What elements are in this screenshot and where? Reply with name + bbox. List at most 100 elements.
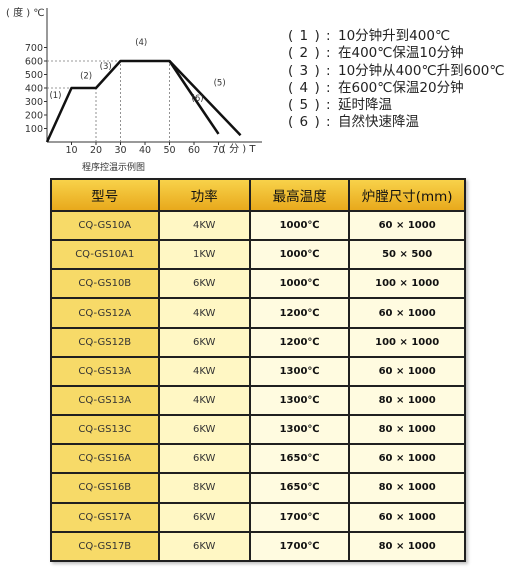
y-tick-label: 300: [25, 97, 43, 108]
cell-model: CQ-GS10A1: [52, 241, 158, 269]
cell-power: 4KW: [159, 357, 249, 385]
table-row: CQ-GS10B 6KW 1000℃ 100 × 1000: [52, 270, 464, 298]
table-row: CQ-GS17A 6KW 1700℃ 60 × 1000: [52, 503, 464, 531]
legend-item: ( 2 ) : 在400℃保温10分钟: [288, 45, 505, 62]
x-tick-label: 10: [65, 145, 77, 156]
header-max-temp: 最高温度: [250, 180, 349, 210]
cell-chamber-size: 60 × 1000: [350, 212, 464, 240]
chart-ticks: 10 20 30 40 50 60 70 100 200 300 400 500 600 700: [25, 43, 225, 156]
legend-item: ( 3 ) : 10分钟从400℃升到600℃: [288, 63, 505, 80]
table-row: CQ-GS10A 4KW 1000℃ 60 × 1000: [52, 212, 464, 240]
cell-max-temp: 1650℃: [250, 474, 349, 502]
cell-model: CQ-GS17B: [52, 532, 158, 560]
cell-power: 6KW: [159, 328, 249, 356]
point-label: (2): [80, 72, 92, 82]
cell-model: CQ-GS13A: [52, 357, 158, 385]
cell-chamber-size: 80 × 1000: [350, 532, 464, 560]
y-tick-label: 700: [25, 43, 43, 54]
cell-power: 6KW: [159, 416, 249, 444]
legend-item-text: 自然快速降温: [338, 114, 419, 131]
cell-chamber-size: 60 × 1000: [350, 299, 464, 327]
legend-item-number: ( 5 ) :: [288, 97, 332, 114]
x-tick-label: 50: [163, 145, 175, 156]
x-tick-label: 60: [188, 145, 200, 156]
x-tick-label: 20: [90, 145, 102, 156]
cell-power: 4KW: [159, 212, 249, 240]
cell-power: 4KW: [159, 386, 249, 415]
cell-max-temp: 1700℃: [250, 532, 349, 560]
x-axis-unit-label: ( 分 ) T: [222, 143, 256, 155]
chart-guide-lines: [47, 60, 170, 142]
table-row: CQ-GS13A 4KW 1300℃ 80 × 1000: [52, 386, 464, 415]
cell-power: 1KW: [159, 241, 249, 269]
table-row: CQ-GS13C 6KW 1300℃ 80 × 1000: [52, 416, 464, 444]
cell-model: CQ-GS16A: [52, 445, 158, 473]
table-row: CQ-GS16B 8KW 1650℃ 80 × 1000: [52, 474, 464, 502]
legend-item-number: ( 3 ) :: [288, 62, 332, 79]
cell-power: 6KW: [159, 532, 249, 560]
x-tick-label: 30: [114, 145, 126, 156]
cell-model: CQ-GS10A: [52, 212, 158, 240]
cell-model: CQ-GS10B: [52, 270, 158, 298]
program-legend: ( 1 ) :10分钟升到400℃( 2 ) : 在400℃保温10分钟( 3 )…: [288, 28, 505, 132]
cell-max-temp: 1000℃: [250, 270, 349, 298]
legend-item: ( 1 ) : 10分钟升到400℃: [288, 28, 505, 45]
legend-item-text: 10分钟升到400℃: [338, 28, 451, 44]
point-label: (6): [192, 94, 204, 104]
cell-power: 6KW: [159, 270, 249, 298]
cell-max-temp: 1200℃: [250, 328, 349, 356]
legend-item: ( 6 ) : 自然快速降温: [288, 114, 505, 131]
cell-max-temp: 1700℃: [250, 503, 349, 531]
point-label: (4): [135, 38, 147, 48]
legend-item-text: 在400℃保温10分钟: [338, 45, 464, 62]
cell-model: CQ-GS13A: [52, 386, 158, 415]
cell-max-temp: 1300℃: [250, 386, 349, 415]
y-tick-label: 400: [25, 84, 43, 95]
cell-power: 6KW: [159, 503, 249, 531]
table-row: CQ-GS16A 6KW 1650℃ 60 × 1000: [52, 445, 464, 473]
cell-max-temp: 1300℃: [250, 357, 349, 385]
legend-item: ( 5 ) : 延时降温: [288, 97, 505, 114]
cell-model: CQ-GS16B: [52, 474, 158, 502]
point-label: (5): [214, 78, 226, 88]
legend-item-text: 10分钟从400℃升到600℃: [338, 62, 505, 79]
legend-item-text: 延时降温: [338, 97, 392, 114]
cell-max-temp: 1650℃: [250, 445, 349, 473]
cell-chamber-size: 60 × 1000: [350, 357, 464, 385]
cell-chamber-size: 100 × 1000: [350, 270, 464, 298]
spec-table-wrapper: 型号 功率 最高温度 炉膛尺寸(mm) CQ-GS10A 4KW 1000℃ 60 × 10…: [50, 178, 466, 562]
cell-max-temp: 1200℃: [250, 299, 349, 327]
point-label: (3): [100, 62, 112, 72]
chart-caption: 程序控温示例图: [82, 163, 146, 173]
series-line-6: [168, 60, 220, 135]
x-tick-label: 40: [139, 145, 151, 156]
y-tick-label: 200: [25, 111, 43, 122]
cell-chamber-size: 80 × 1000: [350, 386, 464, 415]
legend-item: ( 4 ) : 在600℃保温20分钟: [288, 80, 505, 97]
table-row: CQ-GS10A1 1KW 1000℃ 50 × 500: [52, 241, 464, 269]
chart-series: [45, 59, 242, 143]
temperature-program-chart: ( 度 ) ℃ ( 分 ) T 10 20 30 40 50 60 70 100 200 300 40…: [6, 6, 262, 156]
cell-chamber-size: 50 × 500: [350, 241, 464, 269]
y-tick-label: 100: [25, 124, 43, 135]
cell-power: 6KW: [159, 445, 249, 473]
cell-chamber-size: 60 × 1000: [350, 445, 464, 473]
cell-model: CQ-GS12B: [52, 328, 158, 356]
legend-item-number: ( 6 ) :: [288, 114, 332, 131]
cell-model: CQ-GS17A: [52, 503, 158, 531]
y-tick-label: 600: [25, 57, 43, 68]
chart-axes: ( 度 ) ℃ ( 分 ) T: [6, 6, 262, 155]
spec-table: 型号 功率 最高温度 炉膛尺寸(mm) CQ-GS10A 4KW 1000℃ 60 × 10…: [50, 178, 466, 562]
x-tick-label: 70: [212, 145, 224, 156]
cell-chamber-size: 80 × 1000: [350, 474, 464, 502]
legend-item-number: ( 4 ) :: [288, 79, 332, 96]
y-tick-label: 500: [25, 70, 43, 81]
cell-power: 8KW: [159, 474, 249, 502]
header-power: 功率: [159, 180, 249, 210]
cell-chamber-size: 80 × 1000: [350, 416, 464, 444]
header-model: 型号: [52, 180, 158, 210]
legend-item-number: ( 2 ) :: [288, 45, 332, 62]
cell-model: CQ-GS13C: [52, 416, 158, 444]
cell-chamber-size: 100 × 1000: [350, 328, 464, 356]
cell-max-temp: 1300℃: [250, 416, 349, 444]
